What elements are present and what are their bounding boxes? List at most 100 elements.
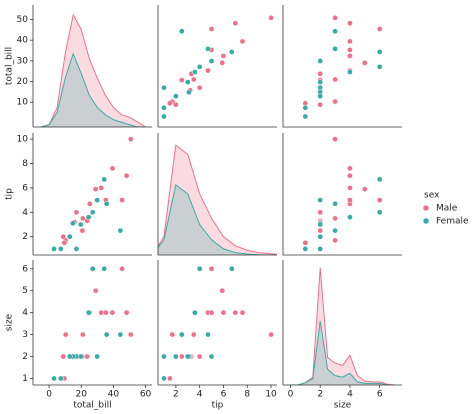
point <box>317 79 324 85</box>
point <box>347 69 353 75</box>
kde-area <box>158 145 277 255</box>
point <box>173 353 179 360</box>
point <box>73 246 80 252</box>
point <box>317 101 324 108</box>
kde-line <box>40 52 146 127</box>
point <box>161 84 167 91</box>
kde-area <box>41 53 146 127</box>
point <box>376 49 383 55</box>
panel <box>158 144 277 255</box>
legend-marker <box>422 217 430 225</box>
point <box>98 309 105 316</box>
point <box>317 58 324 64</box>
panel <box>51 136 134 252</box>
point <box>317 93 324 100</box>
point <box>101 265 108 272</box>
x-tick-label: 60 <box>140 390 152 400</box>
point <box>205 45 211 52</box>
panel <box>161 265 274 382</box>
x-axis-label: total_bill <box>73 401 111 411</box>
kde-area <box>158 184 277 255</box>
point <box>79 227 86 234</box>
point <box>302 113 309 120</box>
point <box>317 227 324 234</box>
point <box>60 353 67 360</box>
point <box>347 38 353 45</box>
legend-marker <box>422 204 430 212</box>
point <box>60 233 67 240</box>
point <box>302 104 309 111</box>
point <box>167 375 173 382</box>
y-tick-label: 30 <box>17 56 29 66</box>
point <box>89 265 96 272</box>
point <box>103 331 110 338</box>
point <box>332 14 338 21</box>
x-tick-label: 6 <box>377 390 383 400</box>
y-tick-label: 5 <box>22 286 28 296</box>
point <box>109 309 116 316</box>
point <box>51 246 57 252</box>
point <box>208 265 215 272</box>
point <box>347 20 353 27</box>
point <box>92 287 99 294</box>
point <box>51 375 57 382</box>
point <box>161 104 167 111</box>
x-tick-label: 4 <box>197 390 203 400</box>
kde-line <box>290 320 395 385</box>
point <box>332 215 338 222</box>
y-tick-label: 2 <box>22 232 28 242</box>
point <box>92 186 99 192</box>
point <box>205 331 211 338</box>
point <box>127 136 134 142</box>
x-axis-label: tip <box>212 401 224 411</box>
point <box>57 375 64 382</box>
point <box>332 227 338 234</box>
point <box>196 353 203 360</box>
point <box>220 309 227 316</box>
kde-line <box>158 144 277 255</box>
point <box>86 200 93 207</box>
point <box>347 214 353 221</box>
point <box>332 98 338 105</box>
point <box>169 331 176 338</box>
x-tick-label: 20 <box>76 390 88 400</box>
point <box>62 331 69 338</box>
panel <box>161 14 274 120</box>
point <box>376 209 383 216</box>
point <box>196 265 203 272</box>
point <box>61 239 68 246</box>
point <box>347 53 353 59</box>
point <box>178 353 185 360</box>
x-tick-label: 6 <box>221 390 227 400</box>
point <box>94 353 101 360</box>
point <box>103 200 110 207</box>
point <box>190 331 197 338</box>
y-tick-label: 10 <box>17 135 29 145</box>
point <box>161 353 167 360</box>
point <box>317 221 324 228</box>
point <box>190 76 197 83</box>
legend-title: sex <box>424 191 440 201</box>
point <box>228 265 235 272</box>
point <box>117 227 124 234</box>
point <box>184 79 191 85</box>
y-tick-label: 4 <box>22 208 28 218</box>
point <box>173 101 179 108</box>
point <box>89 209 96 216</box>
point <box>376 63 383 70</box>
point <box>84 353 91 360</box>
point <box>161 113 167 120</box>
x-tick-label: 8 <box>244 390 250 400</box>
point <box>119 197 125 203</box>
y-tick-label: 8 <box>22 159 28 169</box>
point <box>167 100 173 107</box>
x-tick-label: 40 <box>108 390 120 400</box>
point <box>192 69 198 75</box>
point <box>66 353 73 360</box>
point <box>317 71 324 77</box>
point <box>302 239 309 246</box>
point <box>268 331 274 338</box>
point <box>178 77 185 83</box>
point <box>205 67 211 74</box>
point <box>178 331 185 338</box>
